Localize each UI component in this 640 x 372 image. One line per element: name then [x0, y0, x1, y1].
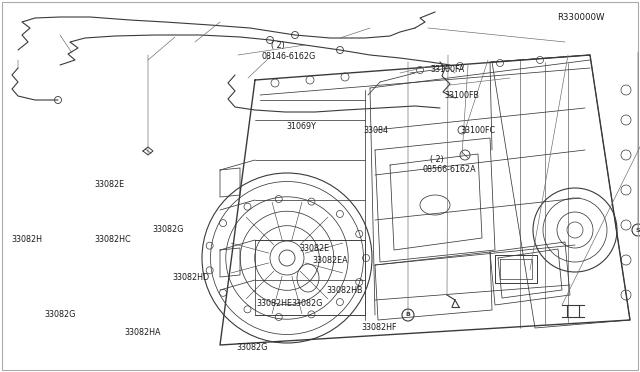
- Text: 31069Y: 31069Y: [287, 122, 317, 131]
- Circle shape: [402, 309, 414, 321]
- Text: 08566-6162A: 08566-6162A: [422, 165, 476, 174]
- Circle shape: [632, 224, 640, 236]
- Text: 33100FC: 33100FC: [461, 126, 496, 135]
- Text: 33082H: 33082H: [12, 235, 42, 244]
- Text: 33100FA: 33100FA: [430, 65, 465, 74]
- Text: 33082E: 33082E: [95, 180, 125, 189]
- Text: 33082G: 33082G: [237, 343, 268, 352]
- Text: B: B: [406, 312, 410, 317]
- Text: S: S: [636, 228, 640, 232]
- Text: 33082G: 33082G: [152, 225, 184, 234]
- Text: 33082HE: 33082HE: [256, 299, 292, 308]
- Text: 33082E: 33082E: [300, 244, 330, 253]
- Text: ( 2): ( 2): [271, 41, 285, 50]
- Text: ( 2): ( 2): [430, 155, 444, 164]
- Text: R330000W: R330000W: [557, 13, 604, 22]
- Text: 08146-6162G: 08146-6162G: [261, 52, 316, 61]
- Text: 33084: 33084: [364, 126, 388, 135]
- Text: 33082EA: 33082EA: [312, 256, 348, 265]
- Text: 33082HA: 33082HA: [125, 328, 161, 337]
- Text: 33082G: 33082G: [291, 299, 323, 308]
- Text: 33100FB: 33100FB: [445, 92, 480, 100]
- Text: 33082G: 33082G: [45, 310, 76, 319]
- Text: 33082HD: 33082HD: [173, 273, 210, 282]
- Text: 33082HB: 33082HB: [326, 286, 363, 295]
- Text: 33082HF: 33082HF: [362, 323, 397, 332]
- Text: 33082HC: 33082HC: [95, 235, 131, 244]
